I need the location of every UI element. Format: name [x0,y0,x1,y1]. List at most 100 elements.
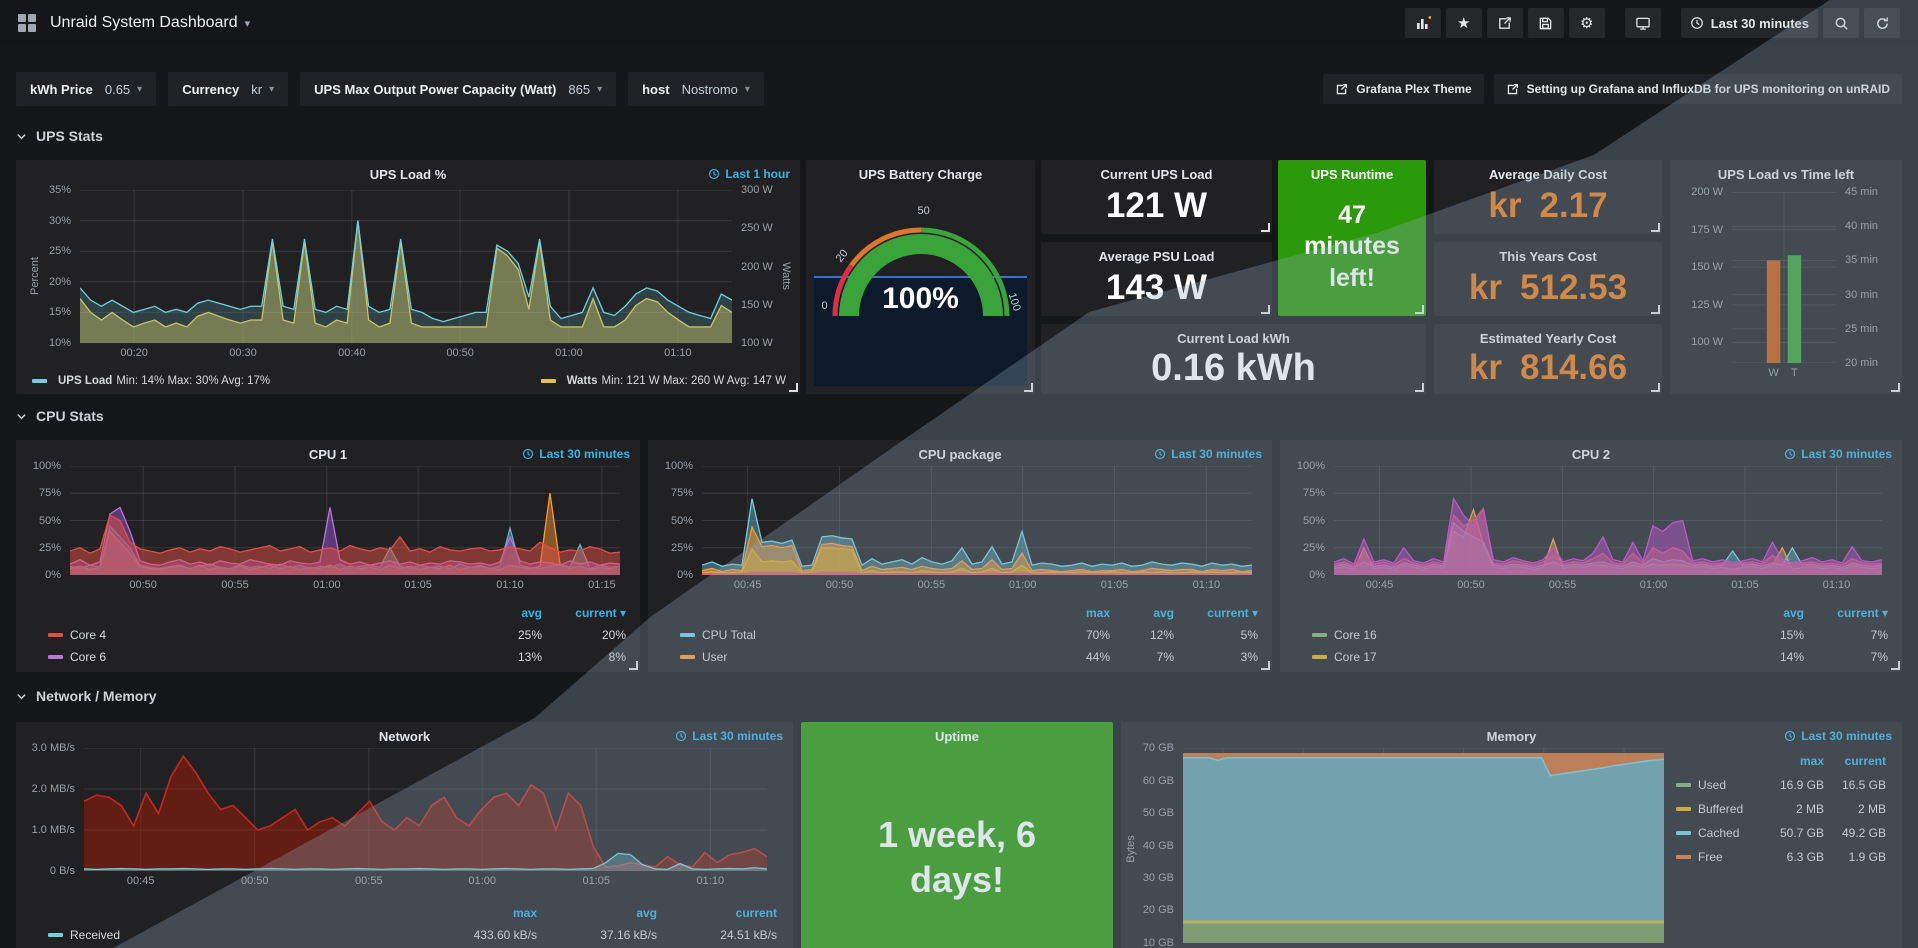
series-name[interactable]: Core 6 [48,650,472,664]
panel-title[interactable]: Average Daily Cost [1488,167,1607,182]
panel-title[interactable]: Current UPS Load [1100,167,1213,182]
share-button[interactable] [1486,8,1523,38]
ups-bar-chart[interactable]: 200 W 175 W 150 W 125 W 100 W 45 min 40 min 35 … [1691,186,1879,379]
legend-col-header[interactable]: current ▾ [575,606,626,620]
variable-value-dropdown[interactable]: kr ▾ [251,81,275,97]
clock-icon [1155,448,1166,460]
star-button[interactable]: ★ [1445,8,1482,38]
link-ups-monitoring-guide[interactable]: Setting up Grafana and InfluxDB for UPS … [1493,74,1902,104]
panel-ups-load: UPS Load % Last 1 hour Percent Watts 35%… [16,160,800,394]
gauge-arc [831,227,1009,317]
dashboard-links: Grafana Plex Theme Setting up Grafana an… [1323,74,1902,104]
panel-time-range[interactable]: Last 30 minutes [1154,447,1262,461]
series-name[interactable]: Core 16 [1312,628,1734,642]
apps-grid-icon[interactable] [18,14,36,32]
panel-title[interactable]: Estimated Yearly Cost [1479,331,1617,346]
legend-col-header[interactable]: current [735,906,777,920]
clock-icon [523,448,534,460]
share-icon [1499,16,1512,29]
panel-title[interactable]: UPS Runtime [1310,167,1394,182]
panel-title[interactable]: Network [378,729,431,744]
variable-value-dropdown[interactable]: Nostromo ▾ [681,81,750,97]
series-name[interactable]: CPU Total [680,628,1026,642]
legend-col-header[interactable]: max [1799,754,1824,768]
panel-ups-load-vs-time-left: UPS Load vs Time left 200 W 175 W 150 W 125… [1670,160,1902,394]
dashboard-title[interactable]: Unraid System Dashboard [50,14,238,31]
panel-this-years-cost: This Years Cost kr 512.53 [1434,242,1662,316]
panel-title[interactable]: Memory [1486,729,1537,744]
panel-title[interactable]: Current Load kWh [1177,331,1290,346]
save-button[interactable] [1527,8,1564,38]
panel-time-range[interactable]: Last 30 minutes [1784,729,1892,743]
settings-button[interactable]: ⚙ [1568,8,1605,38]
panel-title[interactable]: Uptime [934,729,980,744]
add-panel-button[interactable] [1404,8,1441,38]
variable-value-dropdown[interactable]: 865 ▾ [568,81,603,97]
legend-col-header[interactable]: avg [1153,606,1174,620]
time-range-button[interactable]: Last 30 minutes [1680,8,1818,38]
series-name[interactable]: Core 4 [48,628,472,642]
series-name[interactable]: User [680,650,1026,664]
section-network-memory[interactable]: Network / Memory [16,688,157,704]
panel-ups-battery-charge: UPS Battery Charge 50 20 0 100 100% [806,160,1035,394]
series-name[interactable]: Buffered [1676,802,1762,816]
star-icon: ★ [1457,14,1471,32]
link-grafana-plex-theme[interactable]: Grafana Plex Theme [1323,74,1484,104]
legend: max avg current ▾ CPU Total 70% 12% 5% User … [680,606,1258,664]
series-name[interactable]: Received [48,928,407,942]
series-name[interactable]: Cached [1676,826,1762,840]
title-caret-icon[interactable]: ▾ [244,17,251,30]
variable-host: host Nostromo ▾ [628,72,764,106]
panel-title[interactable]: CPU package [918,447,1002,462]
legend-col-header[interactable]: current [1844,754,1886,768]
section-cpu-stats[interactable]: CPU Stats [16,408,104,424]
tv-mode-button[interactable] [1624,8,1661,38]
legend-col-header[interactable]: avg [521,606,542,620]
legend-col-header[interactable]: current ▾ [1207,606,1258,620]
variable-value-dropdown[interactable]: 0.65 ▾ [104,81,143,97]
panel-title[interactable]: This Years Cost [1499,249,1597,264]
series-name[interactable]: Free [1676,850,1762,864]
zoom-out-button[interactable] [1823,8,1859,38]
series-name[interactable]: Core 17 [1312,650,1734,664]
series-color-chip [540,379,556,383]
panel-time-range[interactable]: Last 30 minutes [675,729,783,743]
legend-col-header[interactable]: max [1085,606,1110,620]
battery-gauge[interactable]: 50 20 0 100 100% [822,205,1023,338]
external-link-icon [1507,83,1518,94]
ups-load-chart[interactable]: 35% 30% 25% 20% 15% 10% 300 W 250 W 200 W 150 W 10… [48,184,773,359]
panel-title[interactable]: UPS Battery Charge [858,167,983,182]
cpu2-chart[interactable]: 100% 75% 50% 25% 0% 00:45 00:50 00:55 01:00 01:05… [1290,460,1890,592]
section-ups-stats[interactable]: UPS Stats [16,128,103,144]
legend-col-header[interactable]: avg [1783,606,1804,620]
template-variables: kWh Price 0.65 ▾ Currency kr ▾ UPS Max Out… [16,72,764,106]
cpu-package-chart[interactable]: 100% 75% 50% 25% 0% 00:45 00:50 00:55 01:00 01:05… [658,460,1260,592]
panel-time-range[interactable]: Last 30 minutes [1784,447,1892,461]
panel-time-range[interactable]: Last 30 minutes [522,447,630,461]
top-navbar: Unraid System Dashboard ▾ ★ ⚙ Last 30 mi… [0,0,1918,46]
clock-icon [1690,17,1703,29]
panel-cpu2: CPU 2 Last 30 minutes 100% 75% 50% 25% 0% 00:… [1280,440,1902,672]
panel-title[interactable]: UPS Load % [369,167,447,182]
panel-title[interactable]: CPU 2 [1571,447,1611,462]
legend-col-header[interactable]: current ▾ [1837,606,1888,620]
stat-value: kr 512.53 [1468,268,1628,307]
refresh-button[interactable] [1864,8,1900,38]
refresh-icon [1876,16,1888,29]
panel-network: Network Last 30 minutes 3.0 MB/s 2.0 MB/s… [16,722,793,948]
series-name[interactable]: Watts [566,375,598,387]
network-chart[interactable]: 3.0 MB/s 2.0 MB/s 1.0 MB/s 0 B/s 00:45 00:50 0… [26,742,779,888]
panel-time-range[interactable]: Last 1 hour [708,167,790,181]
legend-col-header[interactable]: avg [636,906,657,920]
series-name[interactable]: UPS Load [58,375,113,387]
legend-col-header[interactable]: max [512,906,537,920]
chevron-down-icon [17,133,26,139]
cpu1-chart[interactable]: 100% 75% 50% 25% 0% 00:50 00:55 01:00 01:05 01:10… [26,460,628,592]
panel-title[interactable]: Average PSU Load [1098,249,1215,264]
series-name[interactable]: Used [1676,778,1762,792]
panel-title[interactable]: UPS Load vs Time left [1717,167,1855,182]
legend: max current Used 16.9 GB 16.5 GB Buffered … [1676,754,1886,864]
panel-title[interactable]: CPU 1 [308,447,348,462]
